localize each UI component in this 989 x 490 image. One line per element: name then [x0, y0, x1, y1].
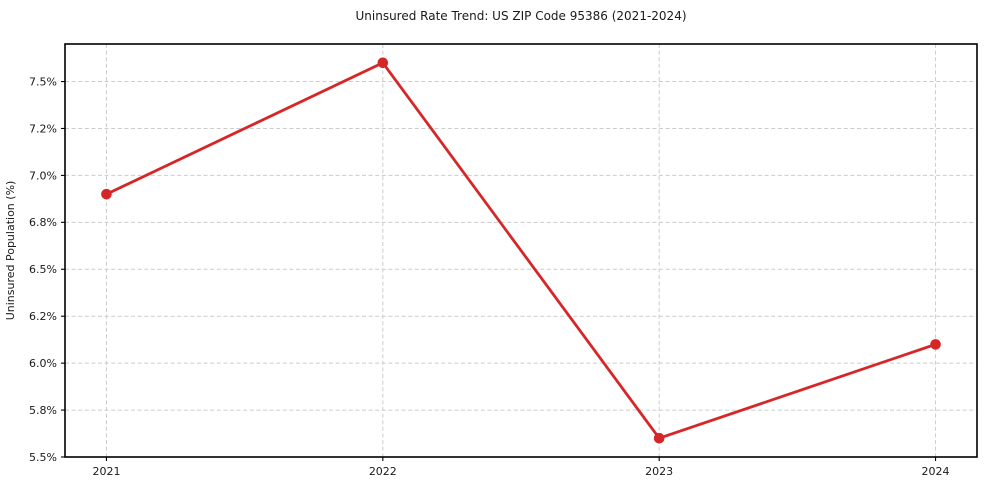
data-point-2022: [377, 57, 389, 69]
x-tick-label: 2024: [922, 465, 950, 478]
y-tick-label: 6.8%: [29, 216, 57, 229]
x-tick-label: 2023: [645, 465, 673, 478]
y-tick-label: 7.5%: [29, 75, 57, 88]
y-axis-label: Uninsured Population (%): [4, 181, 17, 321]
y-tick-label: 7.2%: [29, 122, 57, 135]
axes-spines: [64, 43, 978, 458]
data-point-2023: [653, 432, 665, 444]
data-point-2021: [101, 188, 112, 200]
y-tick-label: 5.5%: [29, 451, 57, 464]
y-tick-label: 7.0%: [29, 169, 57, 182]
y-tick-label: 6.2%: [29, 310, 57, 323]
y-tick-label: 6.0%: [29, 357, 57, 370]
chart-title: Uninsured Rate Trend: US ZIP Code 95386 …: [355, 9, 687, 23]
y-tick-label: 6.5%: [29, 263, 57, 276]
data-point-2024: [930, 339, 941, 350]
y-tick-label: 5.8%: [29, 404, 57, 417]
x-tick-label: 2021: [92, 465, 120, 478]
x-tick-label: 2022: [369, 465, 397, 478]
trend-line: [105, 61, 937, 440]
